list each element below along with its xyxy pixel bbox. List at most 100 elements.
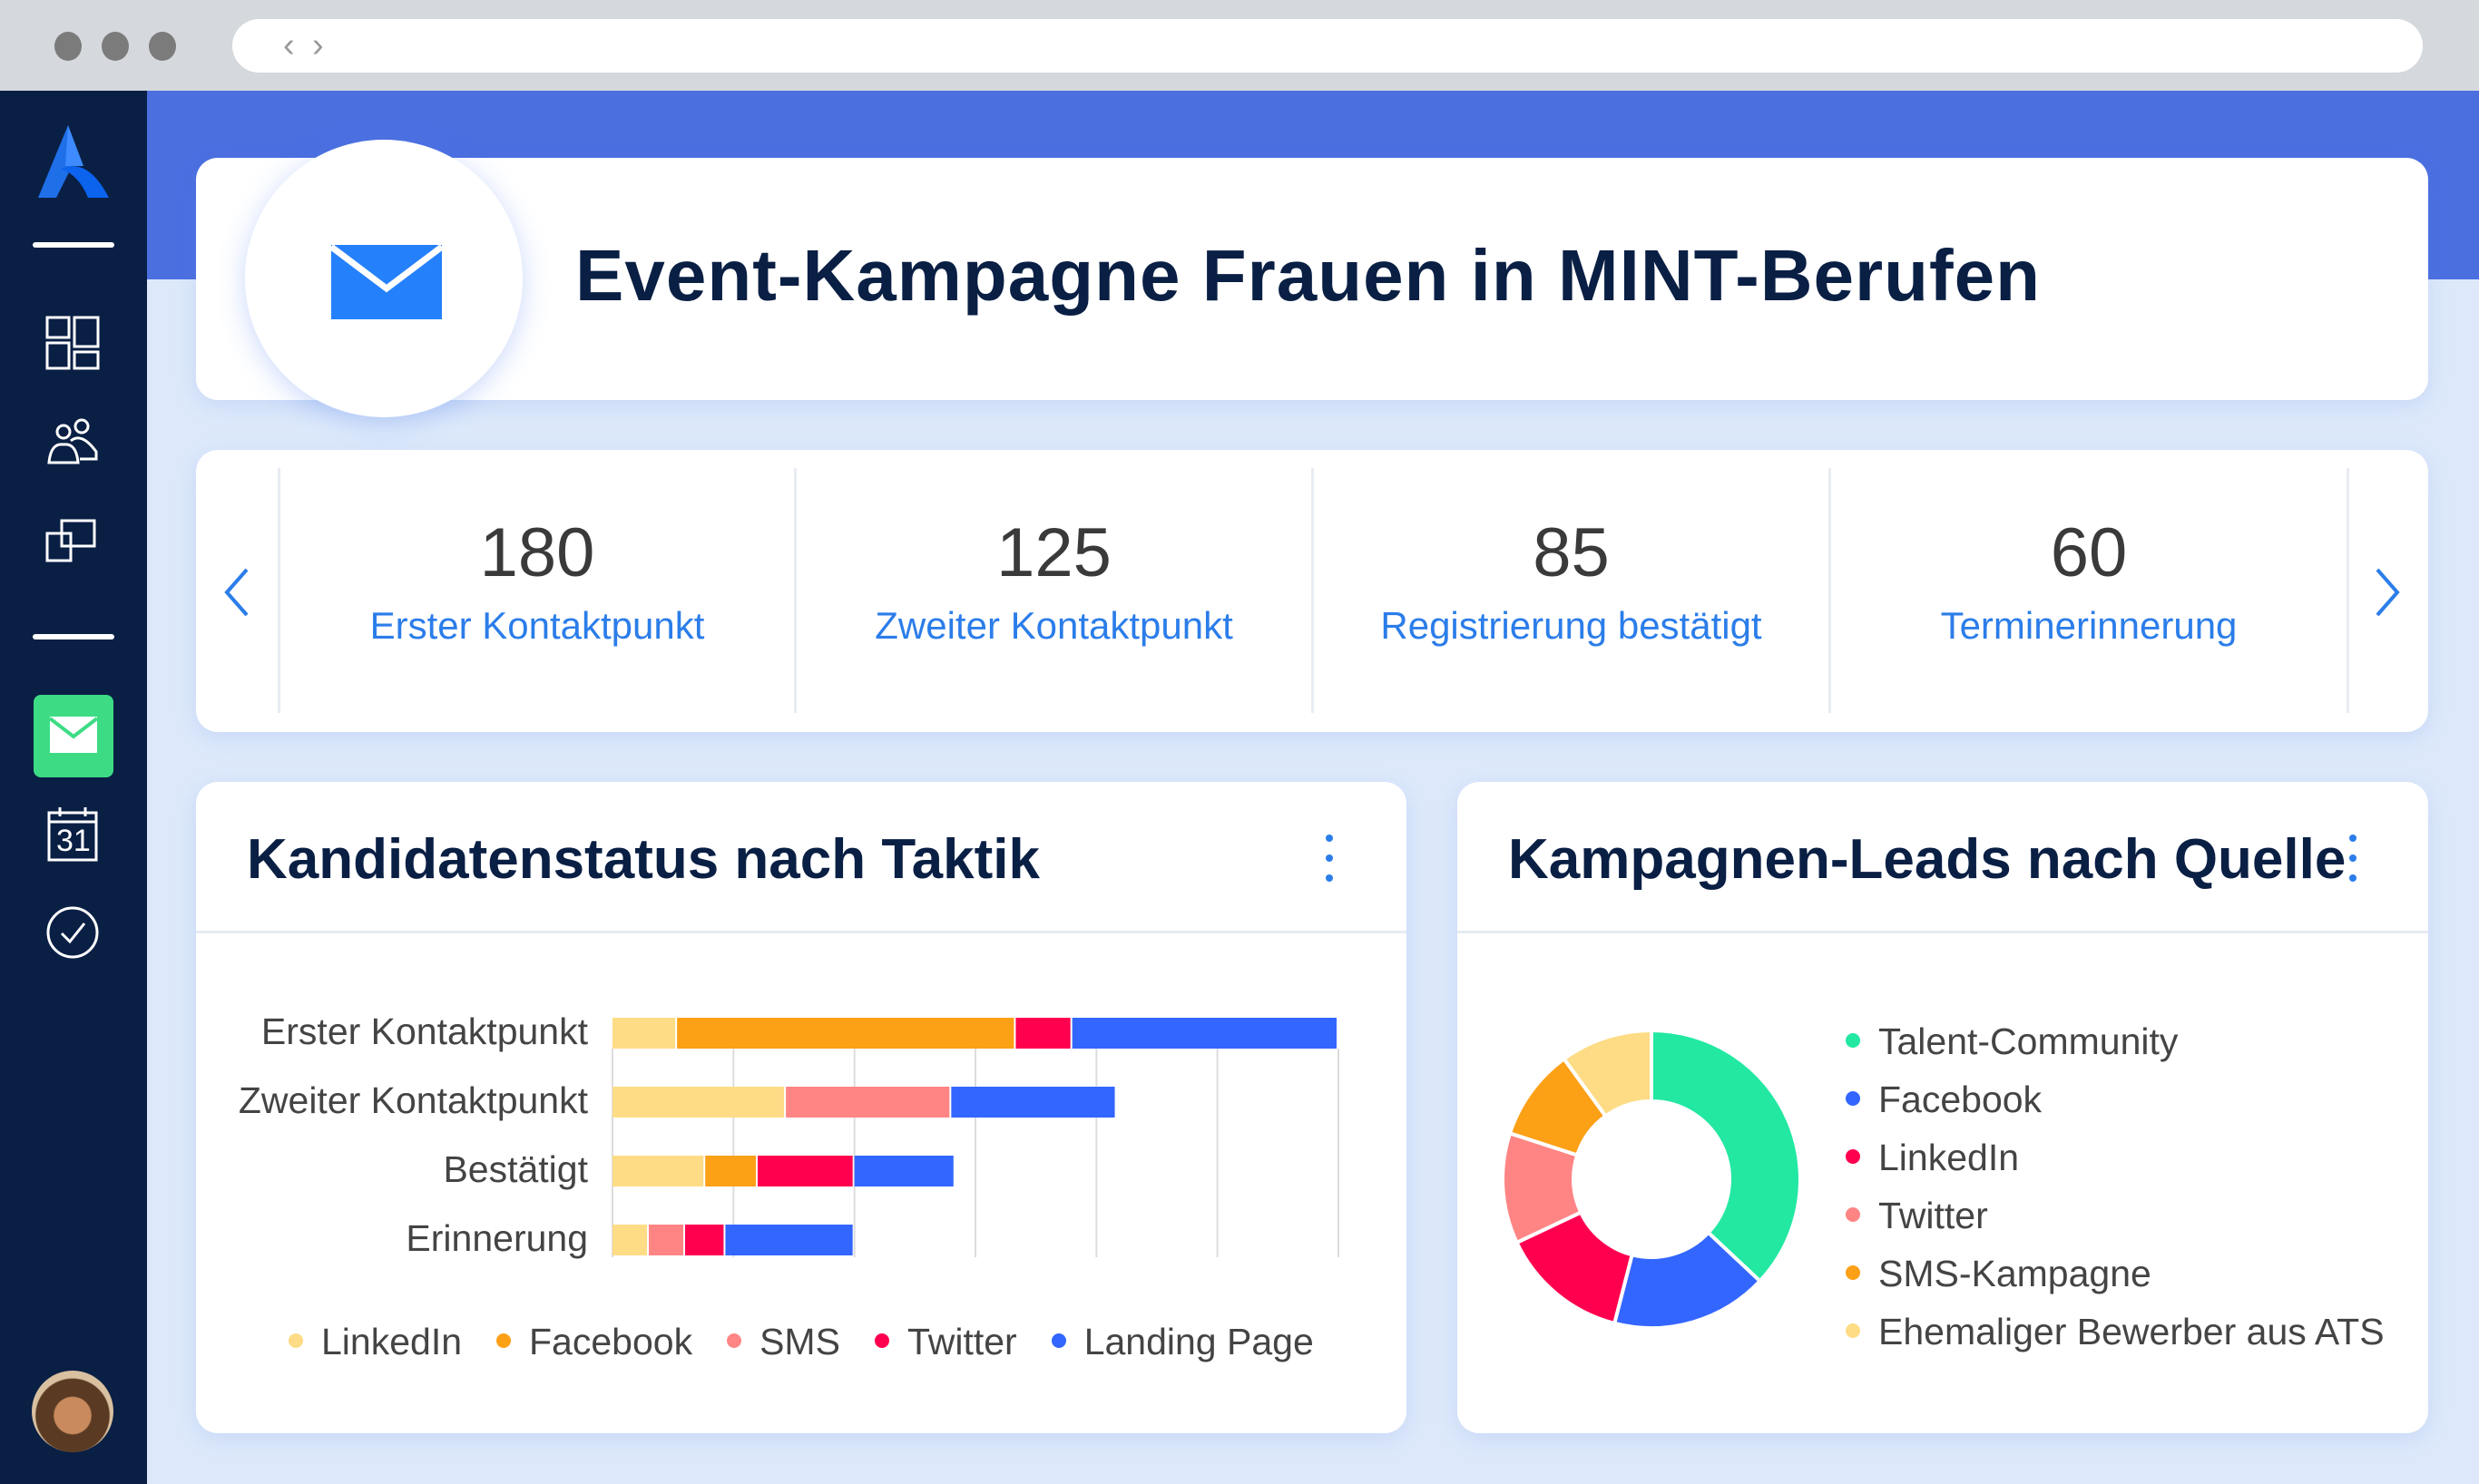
legend-label: Talent-Community (1878, 1020, 2179, 1062)
legend-label: Twitter (906, 1321, 1017, 1362)
bar-chart-legend: LinkedIn Facebook SMS Twitter Landing Pa… (289, 1321, 1314, 1363)
bar-segment[interactable] (705, 1156, 756, 1186)
window-maximize-button[interactable] (149, 32, 176, 61)
address-bar[interactable]: ‹ › (232, 19, 2423, 73)
user-avatar[interactable] (32, 1371, 113, 1452)
donut-slice[interactable] (1650, 1028, 1802, 1284)
donut-chart (1501, 1028, 1802, 1330)
window-close-button[interactable] (54, 32, 82, 61)
bar-category-label: Erster Kontaktpunkt (260, 1010, 588, 1052)
divider (196, 931, 1406, 933)
check-circle-icon[interactable] (45, 905, 100, 960)
bar-segment[interactable] (786, 1087, 950, 1118)
bar-chart (612, 1018, 1339, 1257)
bar-segment[interactable] (612, 1156, 704, 1186)
legend-label: LinkedIn (1878, 1137, 2020, 1178)
legend-dot (1051, 1333, 1066, 1349)
chart-title: Kandidatenstatus nach Taktik (247, 828, 1040, 891)
campaign-header-card (196, 158, 2428, 400)
bar-segment[interactable] (677, 1018, 1014, 1049)
bar-segment[interactable] (1015, 1018, 1071, 1049)
stat-first-contact[interactable]: 180 Erster Kontaktpunkt (280, 450, 794, 732)
legend-dot (727, 1333, 742, 1349)
bar-segment[interactable] (685, 1225, 724, 1255)
legend-dot (289, 1333, 303, 1349)
stat-value: 125 (996, 514, 1112, 591)
legend-item[interactable]: SMS-Kampagne (1846, 1248, 2385, 1299)
chart-title: Kampagnen-Leads nach Quelle (1508, 828, 2347, 891)
legend-dot (1846, 1149, 1860, 1165)
calendar-day: 31 (56, 824, 91, 858)
divider (794, 468, 797, 713)
legend-item[interactable]: Ehemaliger Bewerber aus ATS (1846, 1306, 2385, 1357)
legend-dot (1846, 1091, 1860, 1107)
donut-slice[interactable] (1612, 1230, 1763, 1330)
bar-category-label: Erinnerung (406, 1217, 588, 1259)
bar-segment[interactable] (854, 1156, 954, 1186)
calendar-icon[interactable]: 31 (45, 807, 100, 862)
bar-segment[interactable] (612, 1087, 785, 1118)
sidebar-divider (33, 634, 114, 639)
legend-dot (1846, 1033, 1860, 1049)
legend-label: SMS-Kampagne (1878, 1253, 2151, 1294)
divider (278, 468, 280, 713)
stat-label: Erster Kontaktpunkt (369, 604, 705, 647)
campaign-icon-circle (245, 140, 523, 417)
sidebar: 31 (0, 91, 147, 1484)
divider (1311, 468, 1314, 713)
stat-value: 85 (1533, 514, 1610, 591)
stat-reminder[interactable]: 60 Terminerinnerung (1831, 450, 2347, 732)
mail-icon (331, 245, 442, 319)
legend-label: LinkedIn (321, 1321, 463, 1362)
forward-button[interactable]: › (312, 26, 324, 64)
stat-value: 60 (2050, 514, 2128, 591)
page-title: Event-Kampagne Frauen in MINT-Berufen (575, 235, 2041, 316)
pages-icon[interactable] (45, 513, 100, 568)
legend-item[interactable]: Landing Page (1051, 1321, 1314, 1363)
dashboard-icon[interactable] (45, 316, 100, 370)
legend-item[interactable]: Facebook (1846, 1074, 2385, 1125)
bar-segment[interactable] (1072, 1018, 1337, 1049)
more-options-icon[interactable] (1326, 835, 1335, 889)
legend-dot (1846, 1323, 1860, 1339)
bar-chart-card: Kandidatenstatus nach Taktik (196, 782, 1406, 1433)
legend-label: Facebook (529, 1321, 693, 1362)
sidebar-item-campaigns[interactable] (34, 695, 113, 777)
bar-segment[interactable] (951, 1087, 1115, 1118)
legend-item[interactable]: Facebook (496, 1321, 692, 1363)
bar-segment[interactable] (725, 1225, 853, 1255)
legend-item[interactable]: LinkedIn (1846, 1132, 2385, 1183)
divider (1828, 468, 1831, 713)
stat-label: Terminerinnerung (1940, 604, 2238, 647)
stat-second-contact[interactable]: 125 Zweiter Kontaktpunkt (797, 450, 1311, 732)
divider (1457, 931, 2428, 933)
back-button[interactable]: ‹ (283, 26, 295, 64)
bar-segment[interactable] (649, 1225, 683, 1255)
people-icon[interactable] (45, 415, 100, 470)
donut-slice[interactable] (1561, 1028, 1653, 1119)
logo-icon[interactable] (38, 125, 109, 198)
stat-label: Zweiter Kontaktpunkt (875, 604, 1233, 647)
divider (2347, 468, 2349, 713)
stat-label: Registrierung bestätigt (1380, 604, 1762, 647)
chevron-right-icon[interactable] (2374, 568, 2401, 617)
legend-item[interactable]: SMS (727, 1321, 840, 1363)
bar-segment[interactable] (758, 1156, 853, 1186)
legend-item[interactable]: Talent-Community (1846, 1016, 2385, 1067)
bar-category-label: Zweiter Kontaktpunkt (238, 1079, 588, 1121)
legend-item[interactable]: LinkedIn (289, 1321, 462, 1363)
window-minimize-button[interactable] (102, 32, 129, 61)
mail-icon (50, 717, 97, 753)
bar-category-label: Bestätigt (443, 1148, 588, 1190)
bar-segment[interactable] (612, 1225, 647, 1255)
legend-dot (874, 1333, 889, 1349)
legend-item[interactable]: Twitter (1846, 1190, 2385, 1241)
more-options-icon[interactable] (2349, 835, 2358, 889)
bar-segment[interactable] (612, 1018, 676, 1049)
chevron-left-icon[interactable] (223, 568, 250, 617)
legend-label: Ehemaliger Bewerber aus ATS (1878, 1311, 2385, 1352)
legend-dot (1846, 1207, 1860, 1223)
legend-item[interactable]: Twitter (874, 1321, 1017, 1363)
legend-label: Twitter (1878, 1195, 1988, 1236)
stat-registration[interactable]: 85 Registrierung bestätigt (1314, 450, 1828, 732)
